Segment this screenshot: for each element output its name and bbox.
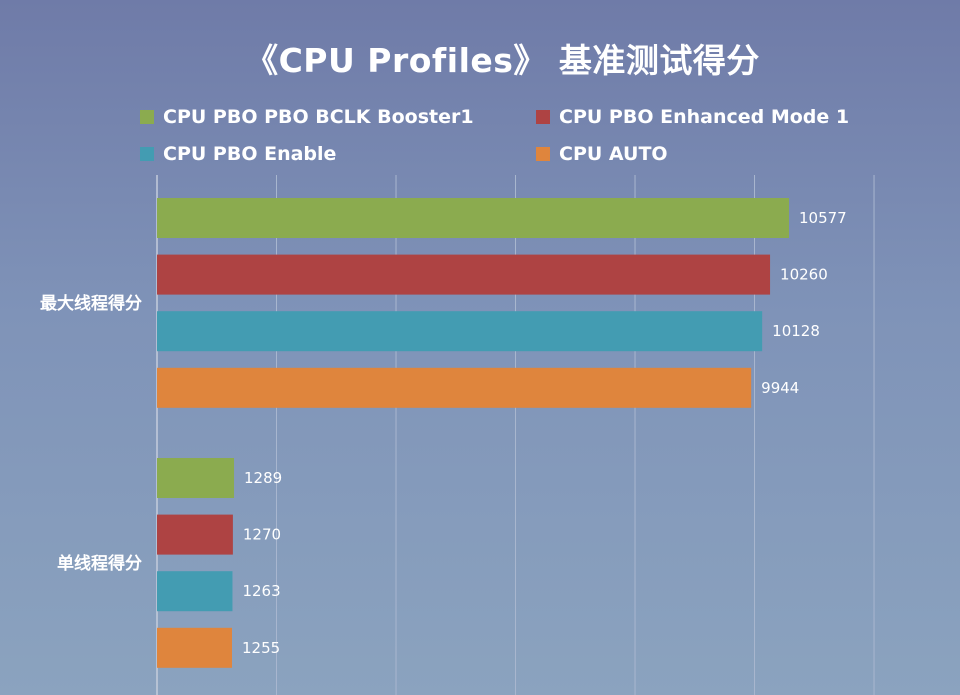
- legend-item-series-3: CPU PBO Enable: [140, 143, 336, 165]
- data-label-1-3: 10128: [772, 322, 820, 340]
- data-label-2-2: 1270: [243, 526, 281, 544]
- legend-swatch-series-2: [536, 110, 550, 124]
- legend-label-series-1: CPU PBO PBO BCLK Booster1: [163, 106, 474, 128]
- legend-item-series-1: CPU PBO PBO BCLK Booster1: [140, 106, 474, 128]
- category-label-2: 单线程得分: [57, 553, 142, 574]
- bar-2-4: [157, 627, 232, 668]
- bar-1-4: [157, 367, 752, 408]
- bar-2-1: [157, 458, 235, 498]
- legend-label-series-2: CPU PBO Enhanced Mode 1: [559, 106, 850, 128]
- legend-swatch-series-3: [140, 147, 154, 161]
- data-label-2-4: 1255: [242, 639, 280, 657]
- legend-swatch-series-1: [140, 110, 154, 124]
- bar-2-3: [157, 571, 233, 612]
- category-label-1: 最大线程得分: [40, 293, 142, 314]
- bar-1-3: [157, 311, 763, 352]
- data-label-1-4: 9944: [761, 379, 799, 397]
- legend-item-series-4: CPU AUTO: [536, 143, 668, 165]
- legend-item-series-2: CPU PBO Enhanced Mode 1: [536, 106, 849, 128]
- data-label-1-1: 10577: [799, 209, 847, 227]
- bar-2-2: [157, 514, 233, 555]
- data-label-1-2: 10260: [780, 266, 828, 284]
- legend-label-series-3: CPU PBO Enable: [163, 143, 337, 165]
- bar-1-2: [157, 254, 771, 295]
- data-label-2-1: 1289: [244, 469, 282, 487]
- legend-swatch-series-4: [536, 147, 550, 161]
- bar-1-1: [157, 198, 789, 238]
- chart-title: 《CPU Profiles》 基准测试得分: [245, 41, 760, 80]
- legend-label-series-4: CPU AUTO: [559, 143, 668, 165]
- data-label-2-3: 1263: [242, 582, 280, 600]
